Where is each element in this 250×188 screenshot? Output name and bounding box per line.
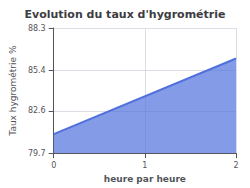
svg-text:85.4: 85.4 <box>28 66 46 75</box>
svg-text:heure par heure: heure par heure <box>104 174 186 184</box>
svg-text:79.7: 79.7 <box>28 149 46 158</box>
svg-text:88.3: 88.3 <box>28 24 46 33</box>
svg-text:1: 1 <box>142 161 147 170</box>
svg-text:Evolution du taux d'hygrométri: Evolution du taux d'hygrométrie <box>25 8 226 21</box>
svg-text:82.6: 82.6 <box>28 106 46 115</box>
svg-text:2: 2 <box>233 161 238 170</box>
svg-text:Taux hygrométrie %: Taux hygrométrie % <box>8 45 18 137</box>
svg-text:0: 0 <box>51 161 56 170</box>
